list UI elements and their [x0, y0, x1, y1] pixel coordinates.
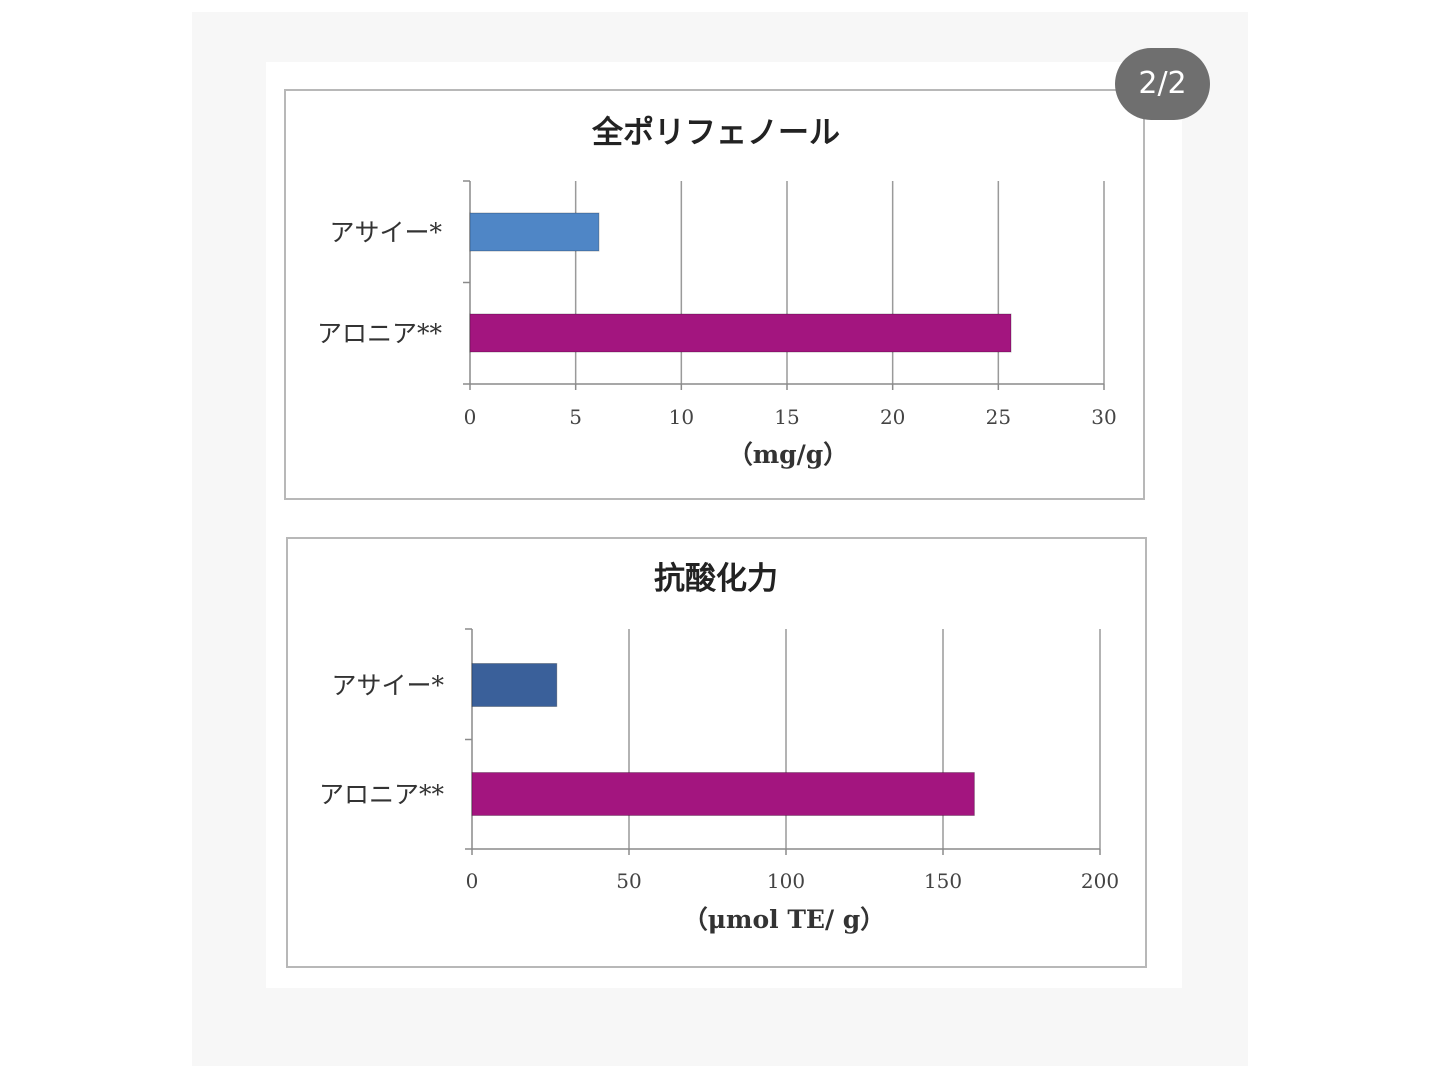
- x-tick-label: 50: [616, 869, 641, 893]
- x-tick-label: 20: [880, 405, 905, 429]
- bar-acai: [469, 212, 600, 252]
- x-axis-unit-label: （μmol TE/ g）: [683, 905, 886, 934]
- x-axis-unit-label: （mg/g）: [728, 440, 849, 469]
- x-tick-label: 150: [924, 869, 962, 893]
- x-tick-label: 0: [464, 405, 477, 429]
- x-tick-label: 25: [986, 405, 1011, 429]
- category-label: アサイー*: [331, 671, 444, 700]
- bar-aronia: [469, 313, 1012, 353]
- x-tick-label: 15: [774, 405, 799, 429]
- page-indicator-badge[interactable]: 2/2: [1115, 48, 1210, 120]
- x-tick-label: 30: [1091, 405, 1116, 429]
- category-label: アロニア**: [317, 319, 443, 348]
- chart-title: 全ポリフェノール: [591, 115, 840, 151]
- polyphenol-chart-panel: 全ポリフェノールアサイー* アロニア** 0 5 10 15 20 25 30 （mg/g）: [284, 89, 1145, 500]
- category-label: アサイー*: [329, 218, 442, 247]
- bar-acai: [471, 663, 558, 707]
- x-tick-label: 100: [767, 869, 805, 893]
- x-tick-label: 200: [1081, 869, 1119, 893]
- bar-aronia: [471, 772, 975, 816]
- x-tick-label: 5: [569, 405, 582, 429]
- category-label: アロニア**: [319, 780, 445, 809]
- antioxidant-chart-panel: 抗酸化力アサイー* アロニア** 0 50 100 150 200 （μmol TE/ g）: [286, 537, 1147, 968]
- x-tick-label: 0: [466, 869, 479, 893]
- x-tick-label: 10: [669, 405, 694, 429]
- chart-title: 抗酸化力: [654, 561, 778, 597]
